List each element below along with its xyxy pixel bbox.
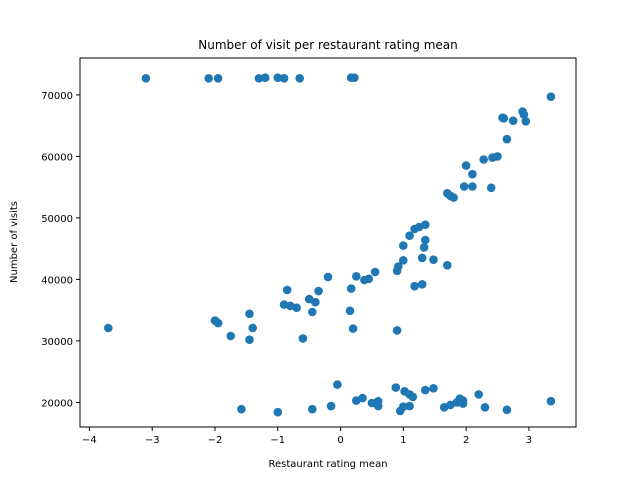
y-tick-label: 30000 <box>41 337 73 348</box>
data-point <box>468 169 477 179</box>
data-point <box>429 255 438 264</box>
data-point <box>480 403 490 412</box>
data-point <box>399 255 408 265</box>
data-point <box>493 152 502 161</box>
data-point <box>314 286 323 296</box>
data-point <box>421 220 430 229</box>
data-point <box>373 401 383 411</box>
data-point <box>546 92 556 101</box>
x-tick-label: 1 <box>400 435 406 446</box>
x-axis: −4 −3 −2 −1 0 1 2 3 <box>82 427 532 446</box>
data-point <box>399 402 408 412</box>
data-point <box>333 380 342 389</box>
data-point <box>311 297 320 307</box>
data-point <box>391 383 401 392</box>
data-point <box>245 335 254 345</box>
data-point <box>521 117 531 126</box>
data-point <box>273 73 283 82</box>
data-point <box>350 73 359 82</box>
data-point <box>141 74 151 83</box>
y-tick-label: 20000 <box>41 398 73 409</box>
data-point <box>352 272 361 281</box>
data-point <box>429 384 438 393</box>
data-point <box>279 74 289 83</box>
plot-area-frame <box>79 57 577 428</box>
data-point <box>237 404 246 414</box>
y-tick-label: 60000 <box>41 152 73 163</box>
data-point <box>213 318 223 328</box>
y-tick-label: 40000 <box>41 275 73 286</box>
y-axis-label: Number of visits <box>9 201 20 283</box>
data-point <box>417 253 427 263</box>
data-point <box>292 303 301 313</box>
data-point <box>213 74 223 83</box>
data-point <box>254 74 264 83</box>
y-axis: 20000 30000 40000 50000 60000 70000 <box>41 91 80 409</box>
data-point <box>474 390 484 399</box>
x-tick-label: −3 <box>145 435 160 446</box>
data-point <box>458 399 468 408</box>
y-tick-label: 50000 <box>41 214 73 225</box>
data-point <box>345 306 355 316</box>
data-point <box>104 323 113 333</box>
data-point <box>459 182 469 191</box>
data-point <box>410 281 419 291</box>
data-point <box>346 284 356 293</box>
data-point <box>226 331 235 341</box>
x-tick-label: 0 <box>337 435 343 446</box>
data-point <box>370 267 380 277</box>
x-tick-label: 3 <box>526 435 532 446</box>
data-point <box>295 74 305 83</box>
y-tick-label: 70000 <box>41 91 73 102</box>
data-point <box>502 134 512 144</box>
data-point <box>323 272 333 282</box>
chart-title: Number of visit per restaurant rating me… <box>198 38 457 52</box>
data-point <box>245 309 254 319</box>
data-point <box>399 241 408 250</box>
x-axis-label: Restaurant rating mean <box>268 459 387 470</box>
data-point <box>308 404 317 414</box>
data-point <box>405 401 414 411</box>
data-point <box>502 405 512 415</box>
data-point <box>449 193 458 202</box>
x-tick-label: −4 <box>82 435 97 446</box>
data-point <box>421 385 430 395</box>
data-point <box>486 183 496 193</box>
data-point <box>394 262 403 271</box>
x-tick-label: −2 <box>208 435 223 446</box>
data-point <box>419 243 429 252</box>
data-point <box>273 407 283 417</box>
data-point <box>358 393 367 403</box>
data-point <box>443 261 452 270</box>
data-point <box>408 392 418 402</box>
data-point <box>326 401 336 411</box>
data-point <box>417 280 427 289</box>
data-point <box>479 155 489 164</box>
data-point <box>392 326 402 335</box>
data-point <box>499 114 509 123</box>
points-layer <box>104 73 556 417</box>
x-tick-label: −1 <box>270 435 285 446</box>
data-point <box>282 285 292 295</box>
data-point <box>508 116 518 125</box>
data-point <box>405 231 414 240</box>
data-point <box>421 235 430 245</box>
data-point <box>260 73 270 82</box>
data-point <box>348 324 358 333</box>
data-point <box>248 323 257 333</box>
data-point <box>298 334 308 343</box>
x-tick-label: 2 <box>463 435 469 446</box>
data-point <box>546 396 556 406</box>
data-point <box>468 182 477 191</box>
data-point <box>204 74 213 83</box>
data-point <box>519 110 529 119</box>
data-point <box>461 161 471 170</box>
data-point <box>364 274 374 284</box>
data-point <box>308 307 317 317</box>
